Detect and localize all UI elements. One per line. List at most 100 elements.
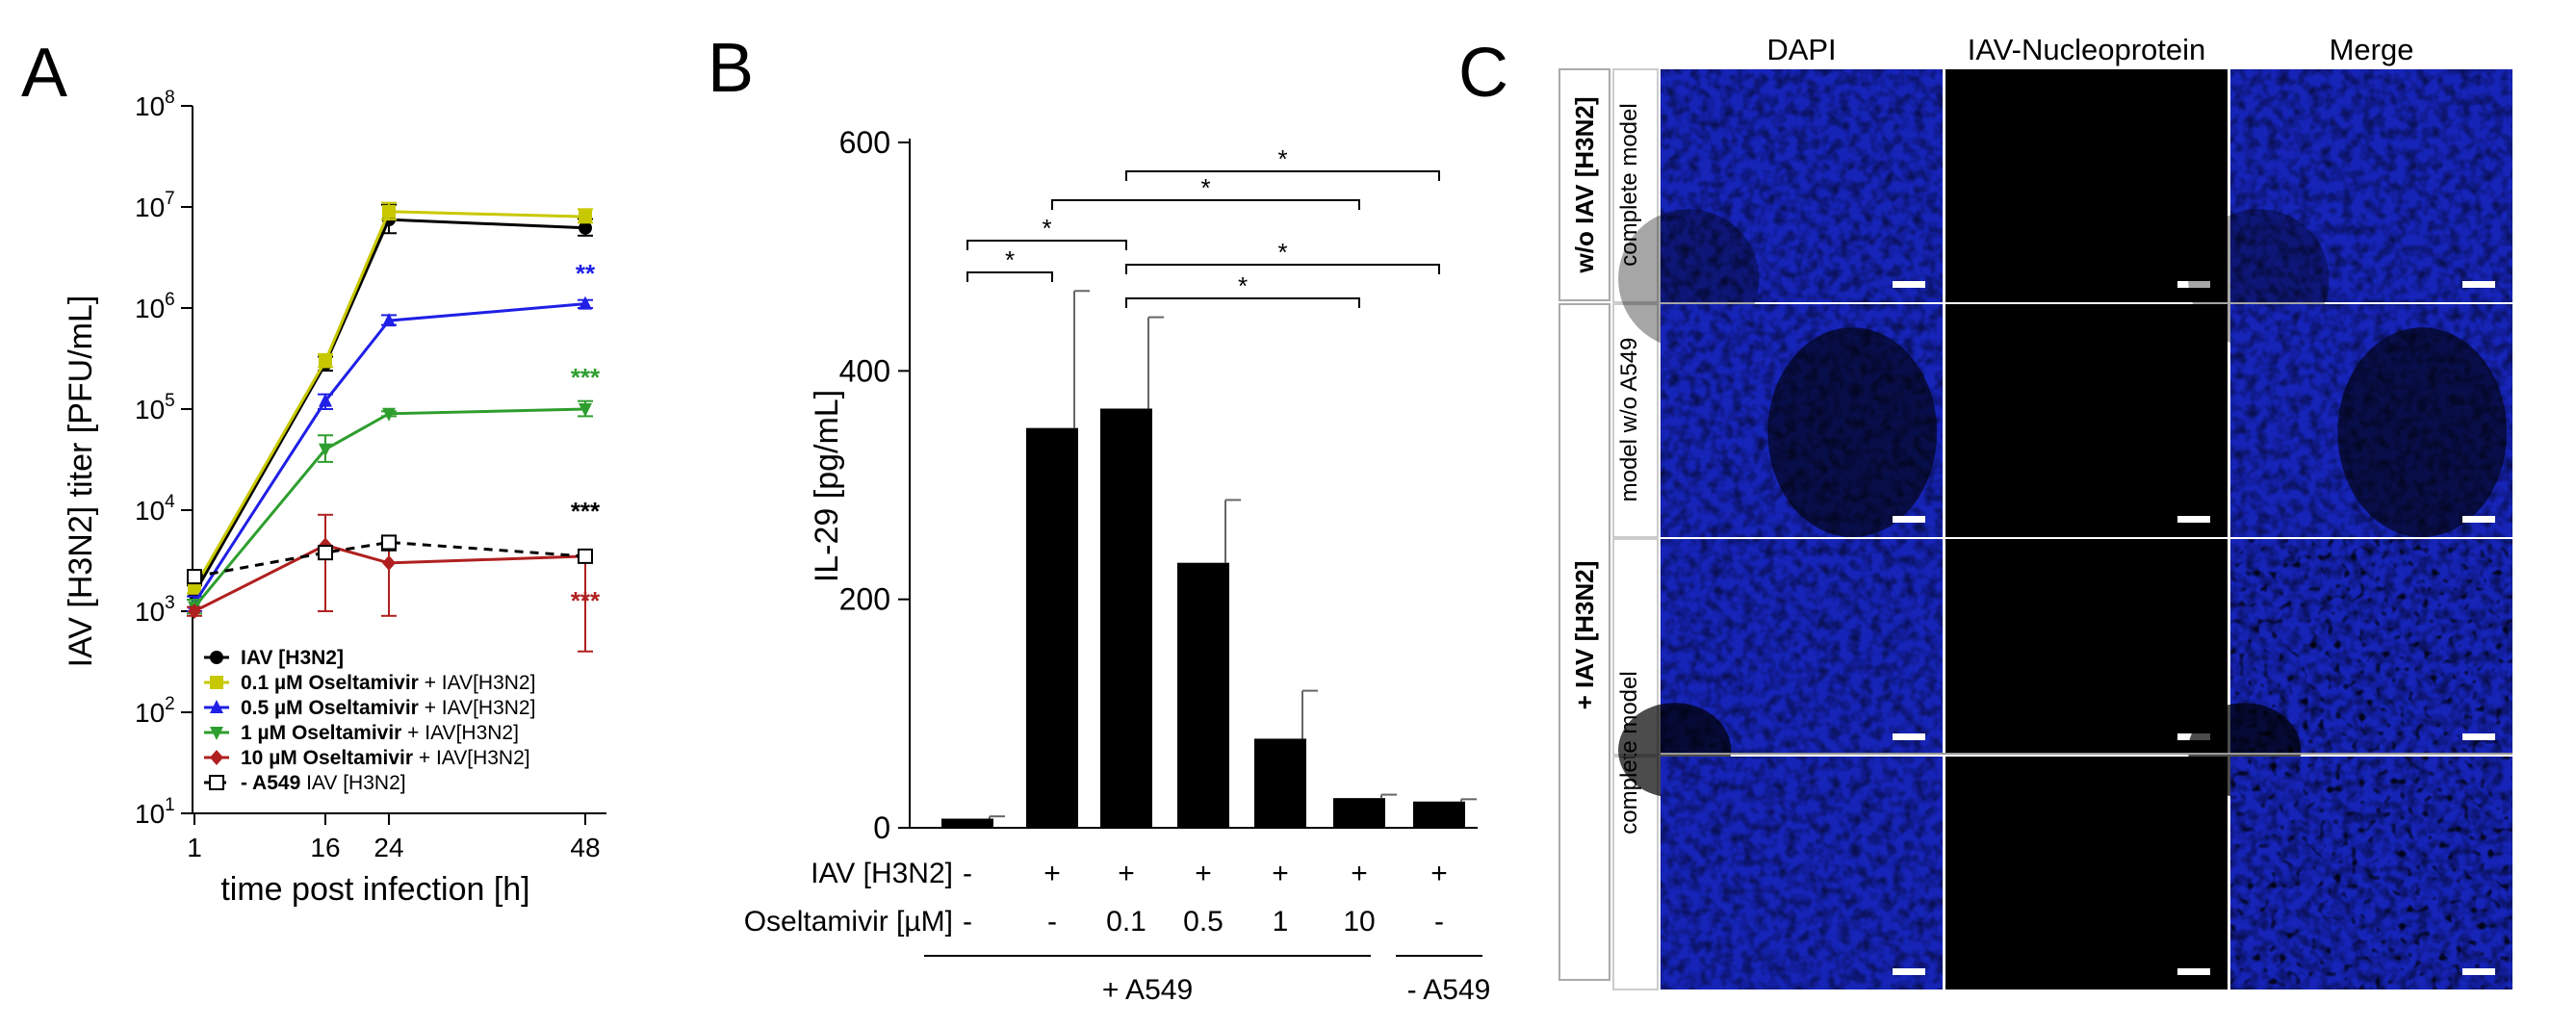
x-tick-label: 16 (310, 833, 340, 862)
dapi-texture (2230, 69, 2512, 302)
iav-cell: + (1043, 858, 1061, 889)
dark-region (1767, 327, 1938, 537)
iav-cell: + (1351, 858, 1368, 889)
bar (1254, 738, 1306, 828)
micrograph-nucleoprotein (1945, 69, 2228, 302)
panel-a-ylabel: IAV [H3N2] titer [PFU/mL] (63, 296, 99, 668)
bar (1333, 798, 1385, 828)
nucleoprotein-signal (2230, 757, 2512, 989)
column-header: IAV-Nucleoprotein (1968, 33, 2206, 66)
iav-cell: + (1195, 858, 1212, 889)
micrograph-nucleoprotein (1945, 539, 2228, 755)
iav-cell: + (1430, 858, 1448, 889)
scale-bar (1893, 281, 1925, 288)
significance-label: *** (571, 363, 601, 392)
dapi-texture (1661, 757, 1943, 989)
legend-entry: 1 µM Oseltamivir + IAV[H3N2] (241, 722, 519, 744)
micrograph-dapi (1618, 69, 1943, 349)
data-point (318, 545, 333, 561)
y-tick-label: 0 (873, 810, 890, 845)
scale-bar (2177, 516, 2210, 523)
significance-bracket (966, 271, 1053, 282)
y-tick-label: 200 (839, 582, 890, 617)
legend-entry: 0.5 µM Oseltamivir + IAV[H3N2] (241, 697, 535, 719)
panel-letter-a: A (21, 35, 67, 112)
oseltamivir-cell: - (1434, 906, 1444, 938)
series-line (193, 540, 586, 578)
micrograph-background (1945, 304, 2228, 537)
oseltamivir-cell: 0.1 (1106, 906, 1146, 938)
series-5 (187, 534, 593, 585)
y-tick-label: 103 (135, 593, 175, 627)
scale-bar (1893, 733, 1925, 740)
micrograph-nucleoprotein (1945, 757, 2228, 989)
panel-a-line-chart: IAV [H3N2] titer [PFU/mL] time post infe… (63, 88, 606, 908)
group-label-wo: w/o IAV [H3N2] (1570, 97, 1599, 274)
oseltamivir-cell: 10 (1343, 906, 1375, 938)
significance-label: * (1042, 214, 1051, 243)
y-tick-label: 104 (135, 492, 175, 526)
row-label-iav: IAV [H3N2] (811, 858, 953, 889)
data-point (210, 700, 223, 713)
group-label: - A549 (1407, 974, 1491, 1006)
nucleoprotein-signal (1945, 757, 2228, 989)
data-point (319, 443, 332, 457)
y-tick-label: 106 (135, 290, 175, 323)
oseltamivir-cell: - (1047, 906, 1057, 938)
legend-entry: - A549 IAV [H3N2] (241, 772, 406, 794)
micrograph-background (1945, 69, 2228, 302)
significance-bracket (1125, 297, 1360, 308)
data-point (209, 775, 224, 790)
data-point (210, 651, 223, 664)
scale-bar (2462, 733, 2495, 740)
data-point (319, 353, 332, 368)
dark-region (2337, 327, 2508, 537)
panel-letter-c: C (1458, 35, 1508, 112)
data-point (187, 569, 202, 585)
x-tick-label: 24 (374, 833, 403, 862)
y-tick-label: 101 (135, 795, 175, 829)
series-line (193, 407, 586, 608)
data-point (579, 210, 592, 224)
micrograph-merge (2230, 757, 2512, 989)
series-line (193, 543, 586, 613)
panel-letter-b: B (708, 30, 754, 107)
data-point (210, 676, 223, 689)
bar (1413, 801, 1465, 828)
data-point (579, 220, 592, 235)
group-label: + A549 (1102, 974, 1193, 1006)
iav-cell: + (1118, 858, 1135, 889)
data-point (579, 403, 592, 417)
scale-bar (2462, 281, 2495, 288)
significance-label: * (1005, 245, 1015, 274)
panel-b-bar-chart: IL-29 [pg/mL] 0 200 400 600 * * * * * * IAV [H3N… (744, 125, 1491, 1006)
column-header: DAPI (1766, 33, 1836, 66)
bar (1026, 427, 1078, 828)
data-point (382, 407, 396, 422)
x-tick-label: 1 (187, 833, 202, 862)
nucleoprotein-signal (1945, 539, 2228, 755)
data-point (188, 604, 201, 619)
micrograph-dapi (1661, 304, 1943, 537)
significance-bracket (1125, 264, 1440, 274)
y-tick-label: 105 (135, 391, 175, 424)
data-point (210, 727, 223, 740)
scale-bar (2177, 281, 2210, 288)
scale-bar (1893, 516, 1925, 523)
significance-label: * (1238, 271, 1248, 300)
bar (941, 818, 993, 828)
legend-entry: 10 µM Oseltamivir + IAV[H3N2] (241, 747, 530, 769)
series-1 (187, 201, 593, 595)
y-tick-label: 107 (135, 189, 175, 222)
group-box-plus (1558, 303, 1610, 981)
micrograph-nucleoprotein (1945, 304, 2228, 537)
iav-cell: - (963, 858, 972, 889)
significance-label: * (1200, 173, 1210, 202)
bar (1177, 562, 1229, 828)
significance-label: * (1277, 238, 1287, 267)
legend-entry: 0.1 µM Oseltamivir + IAV[H3N2] (241, 672, 535, 694)
data-point (188, 580, 201, 595)
micrograph-dapi (1661, 757, 1943, 989)
oseltamivir-cell: 0.5 (1183, 906, 1224, 938)
